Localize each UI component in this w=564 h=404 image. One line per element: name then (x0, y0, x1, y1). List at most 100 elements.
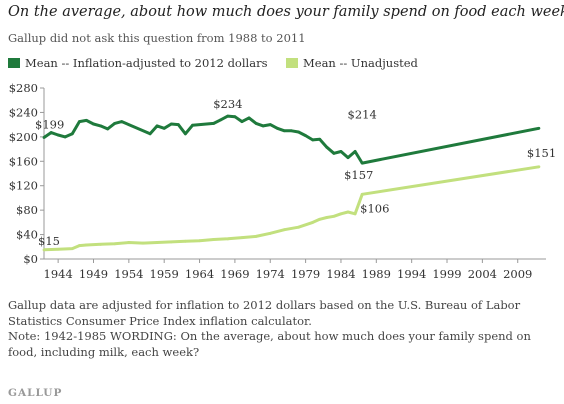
data-point (198, 239, 201, 243)
data-point (226, 237, 230, 241)
data-point (120, 120, 124, 123)
data-point (113, 242, 117, 246)
footnote-inflation: Gallup data are adjusted for inflation t… (8, 298, 521, 328)
y-tick-label: $0 (23, 252, 38, 266)
data-point (169, 122, 173, 126)
x-tick-label: 2004 (468, 267, 497, 281)
series-line-unadjusted (43, 165, 540, 252)
data-point (56, 247, 60, 251)
data-point (268, 231, 272, 235)
data-point (184, 239, 187, 243)
data-label: $15 (38, 234, 60, 248)
legend: Mean -- Inflation-adjusted to 2012 dolla… (8, 56, 558, 70)
line-chart: $0 $40 $80 $120 $160 $200 $240 $280 1944 1949 1954… (9, 81, 556, 281)
data-point (247, 116, 251, 120)
data-point (339, 150, 343, 153)
data-point (346, 210, 350, 214)
data-point (304, 134, 308, 138)
data-point (537, 165, 541, 169)
data-label: $234 (213, 97, 242, 111)
data-point (282, 129, 286, 133)
y-tick-label: $160 (9, 154, 38, 168)
legend-swatch-adjusted (8, 58, 20, 68)
x-tick-label: 1994 (397, 267, 426, 281)
data-point (85, 243, 88, 247)
legend-label-adjusted: Mean -- Inflation-adjusted to 2012 dolla… (25, 56, 268, 70)
data-point (254, 235, 258, 238)
data-point (85, 118, 88, 122)
data-point (282, 228, 286, 232)
data-point (226, 114, 230, 118)
data-point (325, 145, 329, 149)
data-point (42, 248, 46, 252)
data-point (162, 126, 166, 130)
data-point (360, 192, 364, 196)
x-tick-label: 1999 (432, 267, 461, 281)
legend-swatch-unadjusted (286, 58, 298, 68)
x-tick-label: 1959 (150, 267, 179, 281)
y-tick-label: $80 (16, 203, 38, 217)
data-point (141, 241, 145, 245)
x-tick-label: 1989 (362, 267, 391, 281)
data-point (290, 129, 293, 133)
data-point (176, 123, 180, 127)
data-point (325, 216, 329, 219)
data-point (268, 123, 272, 127)
data-label: $199 (35, 117, 64, 131)
data-point (353, 150, 357, 153)
data-point (339, 212, 343, 216)
legend-item-adjusted: Mean -- Inflation-adjusted to 2012 dolla… (8, 56, 267, 70)
data-point (240, 236, 244, 240)
data-point (70, 132, 74, 136)
data-point (233, 115, 237, 119)
data-point (212, 122, 216, 125)
data-point (240, 120, 244, 123)
x-tick-label: 1979 (291, 267, 320, 281)
data-label: $214 (348, 107, 377, 121)
data-point (212, 238, 216, 241)
data-point (184, 132, 187, 136)
legend-label-unadjusted: Mean -- Unadjusted (303, 56, 418, 70)
y-tick-label: $40 (16, 228, 38, 242)
data-point (261, 124, 265, 128)
data-point (42, 136, 46, 139)
y-tick-label: $240 (9, 105, 38, 119)
data-point (360, 161, 364, 165)
data-point (275, 126, 279, 130)
data-point (297, 225, 300, 229)
data-point (127, 241, 131, 244)
footnote-wording: Note: 1942-1985 WORDING: On the average,… (8, 329, 531, 359)
data-point (106, 127, 110, 131)
chart-subtitle: Gallup did not ask this question from 19… (8, 31, 306, 45)
data-point (155, 124, 159, 128)
chart-title: On the average, about how much does your… (8, 4, 564, 20)
x-tick-label: 2009 (503, 267, 532, 281)
data-point (99, 242, 102, 246)
data-point (77, 120, 81, 123)
data-point (56, 133, 60, 137)
data-point (113, 122, 117, 125)
data-point (169, 240, 173, 244)
x-tick-label: 1964 (185, 267, 214, 281)
data-point (297, 130, 300, 134)
x-tick-label: 1954 (114, 267, 143, 281)
x-tick-label: 1974 (256, 267, 285, 281)
y-tick-label: $120 (9, 179, 38, 193)
data-label: $151 (527, 146, 556, 160)
y-tick-label: $280 (9, 81, 38, 95)
data-point (92, 122, 95, 126)
data-point (332, 214, 336, 218)
series-line-adjusted (43, 114, 540, 165)
data-point (311, 138, 315, 142)
data-point (353, 212, 357, 216)
x-tick-label: 1944 (44, 267, 73, 281)
data-point (318, 137, 322, 141)
data-point (311, 220, 315, 224)
data-point (49, 131, 53, 134)
data-point (346, 156, 350, 160)
gallup-logo: GALLUP (8, 387, 63, 399)
data-point (155, 241, 159, 244)
data-point (332, 151, 336, 155)
data-point (70, 247, 74, 251)
legend-item-unadjusted: Mean -- Unadjusted (286, 56, 418, 70)
